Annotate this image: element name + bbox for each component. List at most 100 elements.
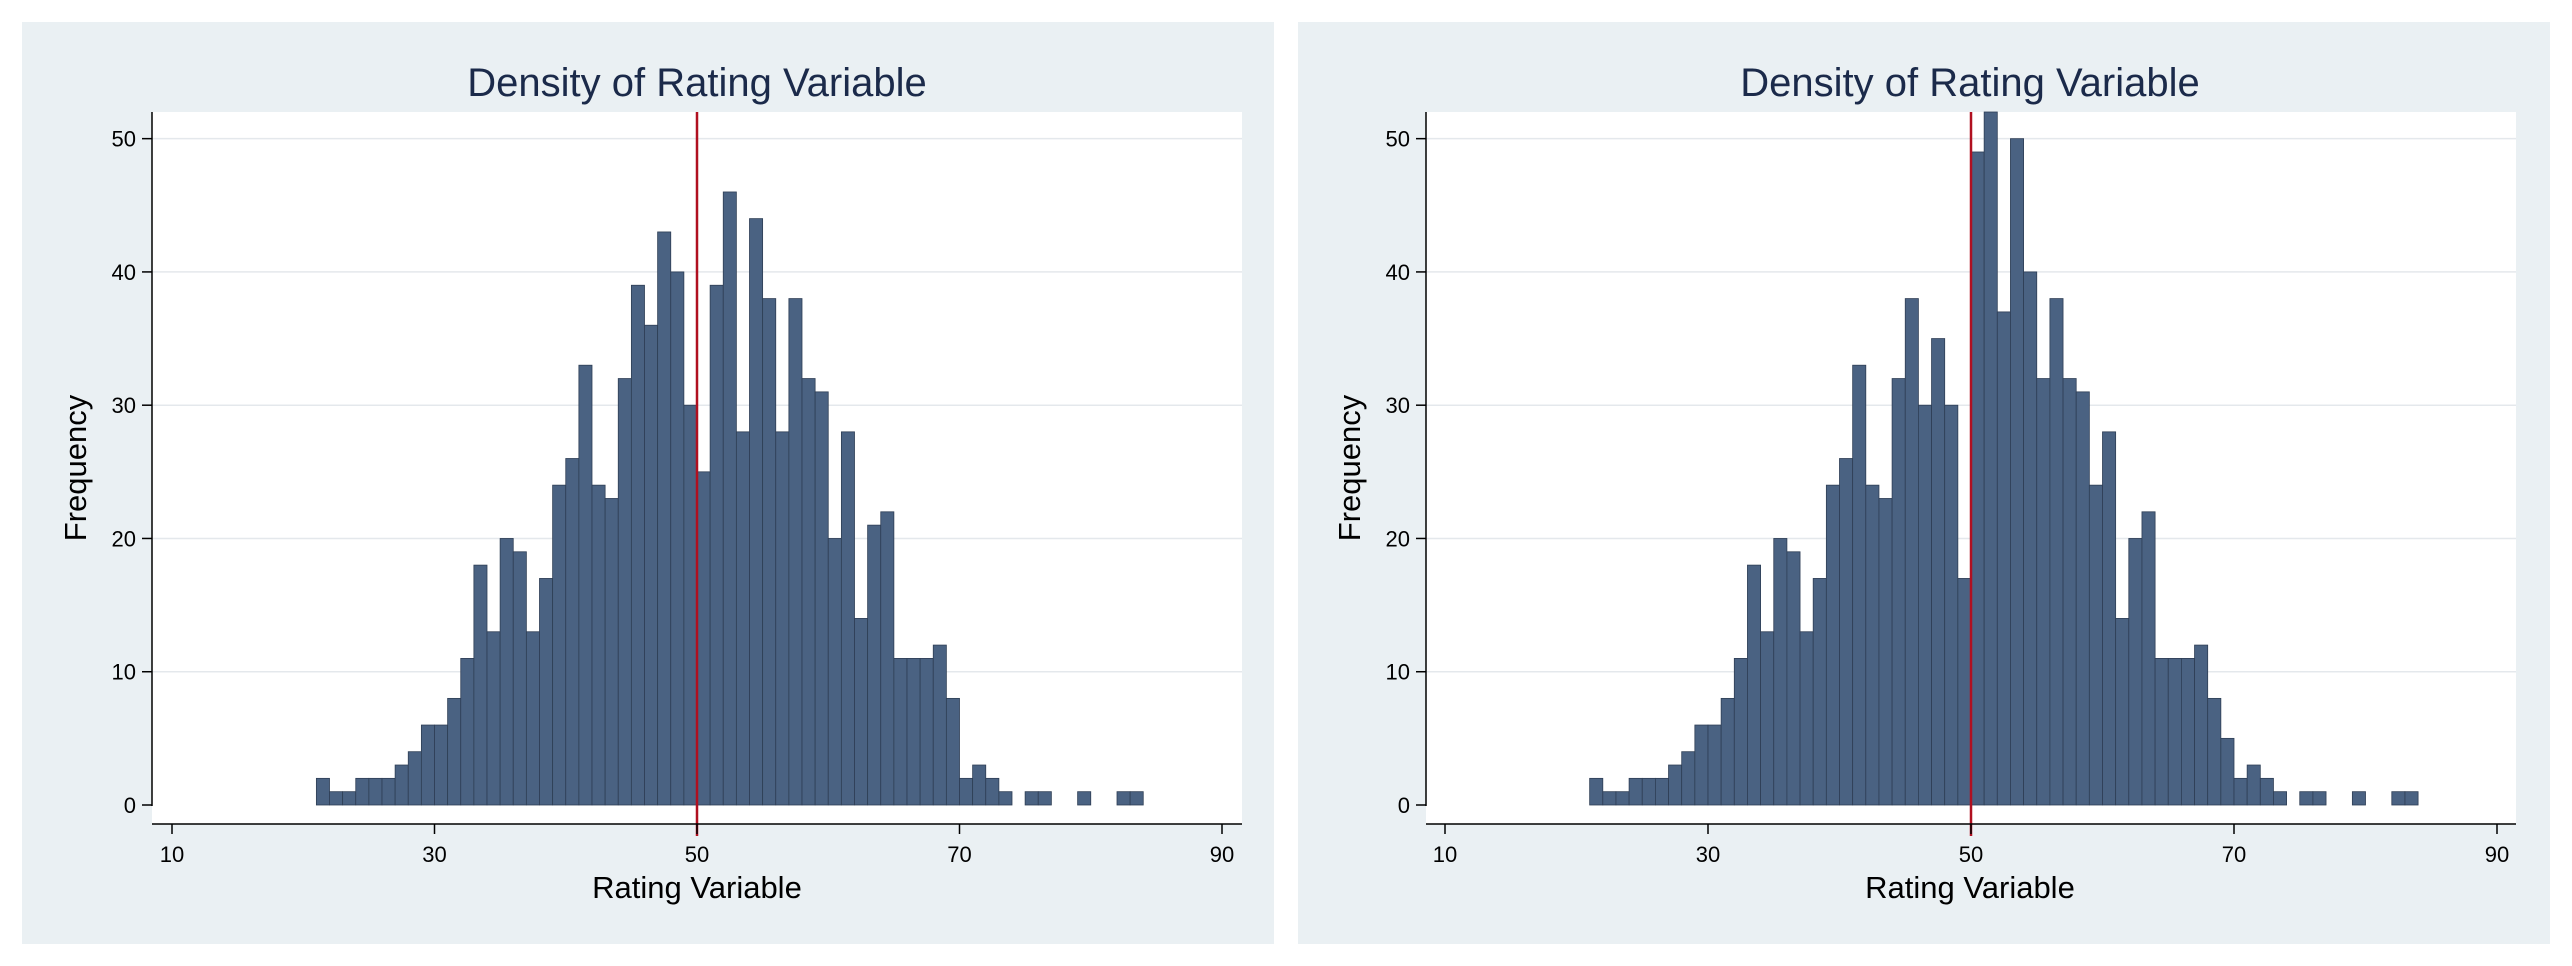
histogram-bar	[2299, 791, 2314, 806]
histogram-bar	[2010, 138, 2024, 806]
histogram-bar	[880, 511, 895, 806]
histogram-bar	[2207, 697, 2222, 806]
histogram-bar	[1865, 484, 1880, 806]
y-tick-label: 10	[1386, 660, 1410, 685]
histogram-bar	[512, 551, 527, 806]
histogram-bar	[932, 644, 947, 806]
x-tick-label: 90	[2485, 842, 2509, 867]
histogram-bar	[854, 618, 869, 806]
histogram-bar	[683, 404, 698, 806]
histogram-bar	[2259, 777, 2274, 806]
y-axis-label-right: Frequency	[1332, 394, 1367, 541]
histogram-bar	[945, 697, 960, 806]
histogram-bar	[2391, 791, 2406, 806]
y-ticks-right: 0 10 20 30 40 50	[1386, 127, 1426, 818]
histogram-bar	[775, 431, 790, 806]
y-tick-label: 40	[1386, 260, 1410, 285]
histogram-bar	[1799, 631, 1814, 806]
histogram-bar	[2075, 391, 2090, 806]
histogram-bar	[1655, 777, 1669, 806]
histogram-bar	[2128, 538, 2143, 806]
histogram-bar	[552, 484, 567, 806]
histogram-bar	[696, 471, 711, 806]
histogram-bar	[2246, 764, 2261, 806]
histogram-bar	[604, 498, 619, 806]
histogram-bar	[801, 378, 816, 806]
histogram-bar	[1970, 151, 1985, 806]
histogram-bar	[486, 631, 501, 806]
histogram-bar	[2180, 658, 2195, 806]
histogram-bar	[329, 791, 344, 806]
y-tick-label: 0	[1398, 793, 1410, 818]
histogram-bar	[394, 764, 409, 806]
histogram-bar	[407, 751, 422, 806]
histogram-bar	[1077, 791, 1092, 806]
histogram-bar	[2049, 298, 2064, 806]
histogram-bar	[1760, 631, 1775, 806]
histogram-bar	[2102, 431, 2117, 806]
histogram-bar	[840, 431, 855, 806]
histogram-bar	[2167, 658, 2182, 806]
histogram-bar	[1707, 724, 1722, 806]
histogram-bar	[578, 364, 593, 806]
x-tick-label: 10	[1433, 842, 1457, 867]
x-tick-label: 70	[2222, 842, 2246, 867]
histogram-bar	[591, 484, 606, 806]
x-axis-label-right: Rating Variable	[1865, 870, 2075, 905]
histogram-bar	[1786, 551, 1801, 806]
histogram-bar	[1733, 658, 1748, 806]
histogram-bar	[709, 284, 724, 806]
histogram-bar	[1839, 458, 1854, 806]
x-tick-label: 90	[1210, 842, 1234, 867]
y-tick-label: 50	[1386, 127, 1410, 152]
y-tick-label: 10	[112, 660, 136, 685]
histogram-bar	[617, 378, 632, 806]
histogram-bar	[2404, 791, 2419, 806]
histogram-bar	[1129, 791, 1144, 806]
histogram-bar	[749, 218, 764, 806]
histogram-bar	[1825, 484, 1840, 806]
histogram-bar	[1602, 791, 1617, 806]
x-tick-label: 10	[160, 842, 184, 867]
histogram-bar	[1878, 498, 1893, 806]
x-ticks-right: 10 30 50 70 90	[1433, 824, 2509, 867]
y-axis-label-left: Frequency	[58, 394, 93, 541]
histogram-bar	[814, 391, 829, 806]
chart-title-right: Density of Rating Variable	[1740, 61, 2200, 105]
histogram-bar	[1589, 777, 1604, 806]
histogram-bar	[1812, 578, 1827, 806]
y-tick-label: 0	[124, 793, 136, 818]
histogram-bar	[315, 777, 330, 806]
histogram-bar	[1747, 564, 1761, 806]
histogram-bar	[1773, 538, 1788, 806]
histogram-bar	[998, 791, 1013, 806]
histogram-bar	[434, 724, 449, 806]
histogram-bar	[2351, 791, 2366, 806]
histogram-bar	[2088, 484, 2103, 806]
histogram-bar	[1024, 791, 1039, 806]
histogram-bar	[1116, 791, 1131, 806]
histogram-bar	[762, 298, 777, 806]
histogram-bar	[1944, 404, 1959, 806]
histogram-bar	[2312, 791, 2327, 806]
histogram-bar	[420, 724, 435, 806]
histogram-bar	[342, 791, 357, 806]
histogram-bar	[657, 231, 672, 806]
histogram-bar	[1996, 311, 2011, 806]
histogram-bar	[2220, 737, 2235, 806]
histogram-bar	[2273, 791, 2287, 806]
histogram-bar	[499, 538, 514, 806]
histogram-bar	[2115, 618, 2130, 806]
histogram-bar	[1957, 578, 1972, 806]
histogram-bar	[2036, 378, 2051, 806]
histogram-bar	[959, 777, 974, 806]
histogram-bar	[2233, 777, 2248, 806]
histogram-bar	[827, 538, 842, 806]
x-tick-label: 30	[1696, 842, 1720, 867]
histogram-bar	[867, 524, 882, 806]
histogram-bar	[368, 777, 383, 806]
histogram-bar	[1694, 724, 1709, 806]
histogram-bar	[1720, 697, 1735, 806]
histogram-bar	[539, 578, 554, 806]
